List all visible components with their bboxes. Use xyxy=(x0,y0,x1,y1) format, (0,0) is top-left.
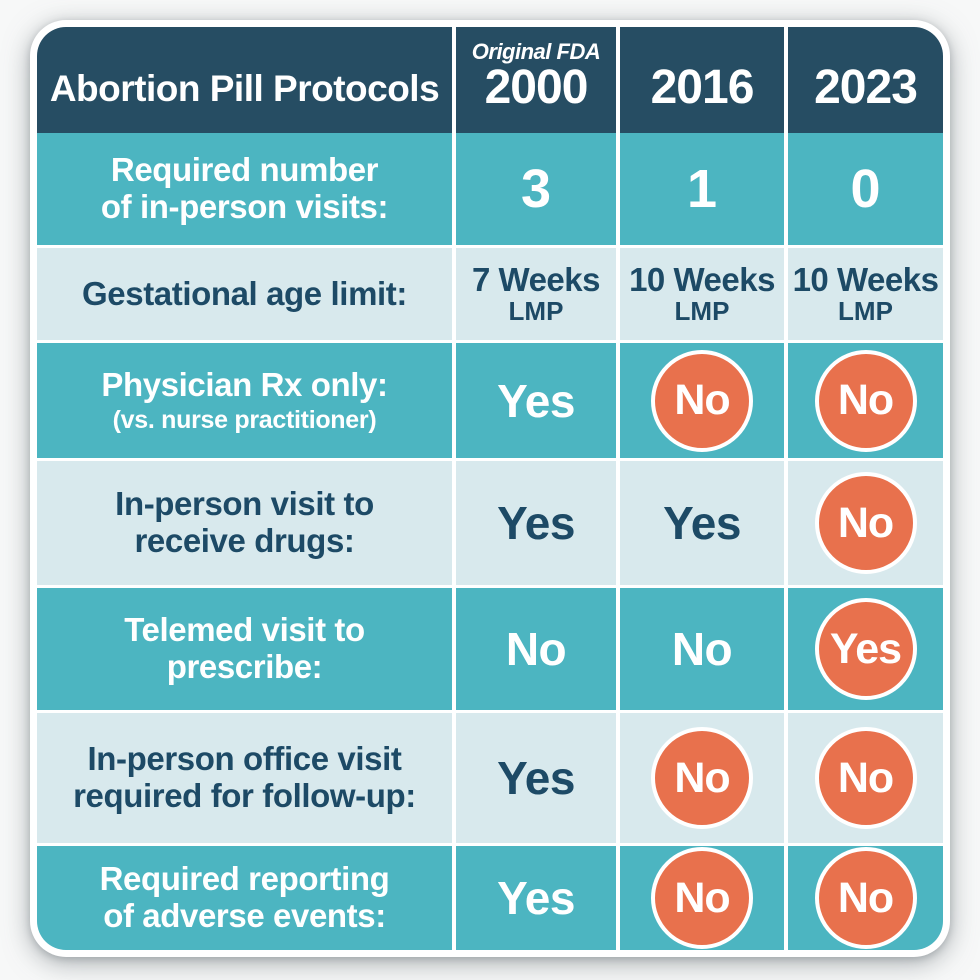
value-cell: 3 xyxy=(456,133,620,245)
value-cell: No xyxy=(620,340,788,458)
value-lmp: LMP xyxy=(674,295,730,326)
value-cell: 7 Weeks LMP xyxy=(456,245,620,340)
value-text: No xyxy=(837,753,894,802)
row-label-line: Required reporting xyxy=(99,860,390,898)
value-cell: No xyxy=(788,843,943,950)
column-header-2023: 2023 xyxy=(788,27,943,133)
row-label-line: Required number xyxy=(110,151,379,189)
value-cell: No xyxy=(788,710,943,843)
value-number: 3 xyxy=(520,159,552,219)
value-cell: 10 Weeks LMP xyxy=(620,245,788,340)
value-text: Yes xyxy=(497,374,575,427)
value-circle-badge: Yes xyxy=(814,598,917,700)
value-text: No xyxy=(671,623,733,675)
value-text: No xyxy=(837,873,894,922)
value-cell: Yes xyxy=(456,458,620,585)
row-label-line: of adverse events: xyxy=(103,897,386,934)
value-text: No xyxy=(674,873,730,922)
protocols-table: Abortion Pill Protocols Original FDA 200… xyxy=(37,27,943,950)
value-text: No xyxy=(837,376,894,424)
row-label-line: Physician Rx only: xyxy=(101,366,388,404)
value-text: No xyxy=(837,498,894,547)
table-title: Abortion Pill Protocols xyxy=(49,68,440,109)
value-cell: No xyxy=(788,458,943,585)
value-cell: Yes xyxy=(788,585,943,710)
value-cell: No xyxy=(620,585,788,710)
protocols-card: Abortion Pill Protocols Original FDA 200… xyxy=(30,20,950,957)
row-label-line: of in-person visits: xyxy=(100,188,389,225)
value-lmp: LMP xyxy=(508,295,564,326)
value-cell: Yes xyxy=(620,458,788,585)
value-circle-badge: No xyxy=(814,472,917,574)
value-cell: Yes xyxy=(456,843,620,950)
row-label-line: In-person visit to xyxy=(115,485,374,523)
column-header-year: 2000 xyxy=(484,61,589,114)
row-label-line: Telemed visit to xyxy=(124,611,365,649)
value-text: Yes xyxy=(497,872,575,924)
row-label-receive-drugs: In-person visit to receive drugs: xyxy=(37,458,456,585)
row-label-follow-up: In-person office visit required for foll… xyxy=(37,710,456,843)
row-label-visits: Required number of in-person visits: xyxy=(37,133,456,245)
row-label-line: receive drugs: xyxy=(134,522,355,559)
column-header-note: Original FDA xyxy=(471,38,601,64)
row-label-gestational: Gestational age limit: xyxy=(37,245,456,340)
value-cell: No xyxy=(620,843,788,950)
value-text: Yes xyxy=(497,497,575,549)
column-header-2016: 2016 xyxy=(620,27,788,133)
row-label-line: prescribe: xyxy=(166,648,323,685)
value-weeks: 7 Weeks xyxy=(472,261,600,299)
value-circle-badge: No xyxy=(651,727,753,829)
value-text: No xyxy=(505,623,567,675)
value-cell: 0 xyxy=(788,133,943,245)
row-label-physician-rx: Physician Rx only: (vs. nurse practition… xyxy=(37,340,456,458)
value-text: Yes xyxy=(497,752,575,804)
value-cell: 1 xyxy=(620,133,788,245)
value-circle-badge: No xyxy=(814,847,917,949)
value-cell: Yes xyxy=(456,340,620,458)
table-title-cell: Abortion Pill Protocols xyxy=(37,27,456,133)
column-header-year: 2023 xyxy=(814,61,918,114)
column-header-year: 2016 xyxy=(650,61,755,114)
value-circle-badge: No xyxy=(651,847,753,949)
row-label-telemed: Telemed visit to prescribe: xyxy=(37,585,456,710)
value-text: Yes xyxy=(829,624,902,673)
row-label-line: Gestational age limit: xyxy=(82,274,407,312)
row-label-line: required for follow-up: xyxy=(73,777,416,814)
value-cell: No xyxy=(456,585,620,710)
value-circle-badge: No xyxy=(814,349,917,452)
value-weeks: 10 Weeks xyxy=(792,261,939,299)
column-header-2000: Original FDA 2000 xyxy=(456,27,620,133)
value-cell: Yes xyxy=(456,710,620,843)
value-weeks: 10 Weeks xyxy=(629,261,775,299)
value-lmp: LMP xyxy=(838,295,893,326)
value-circle-badge: No xyxy=(651,349,753,452)
value-text: Yes xyxy=(663,497,741,549)
value-text: No xyxy=(674,753,730,802)
value-cell: No xyxy=(788,340,943,458)
value-number: 1 xyxy=(686,159,718,219)
value-number: 0 xyxy=(850,159,881,219)
value-circle-badge: No xyxy=(814,727,917,829)
row-label-adverse-events: Required reporting of adverse events: xyxy=(37,843,456,950)
value-cell: No xyxy=(620,710,788,843)
value-text: No xyxy=(674,376,730,424)
row-label-subnote: (vs. nurse practitioner) xyxy=(112,405,377,434)
value-cell: 10 Weeks LMP xyxy=(788,245,943,340)
row-label-line: In-person office visit xyxy=(87,740,402,778)
